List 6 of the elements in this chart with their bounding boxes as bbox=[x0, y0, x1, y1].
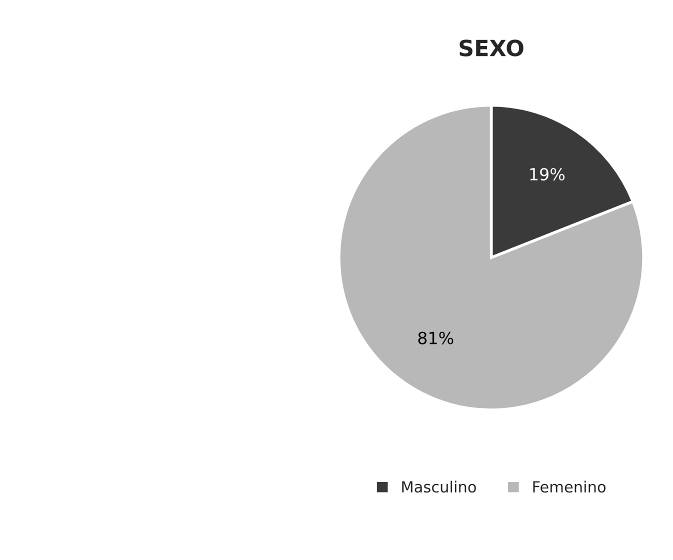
legend-label: Femenino bbox=[533, 480, 606, 493]
chart-title: SEXO bbox=[460, 40, 524, 56]
data-label: 19% bbox=[530, 168, 565, 181]
pie-slice bbox=[338, 104, 645, 412]
data-label: 81% bbox=[418, 332, 454, 344]
legend-label: Masculino bbox=[402, 480, 476, 493]
